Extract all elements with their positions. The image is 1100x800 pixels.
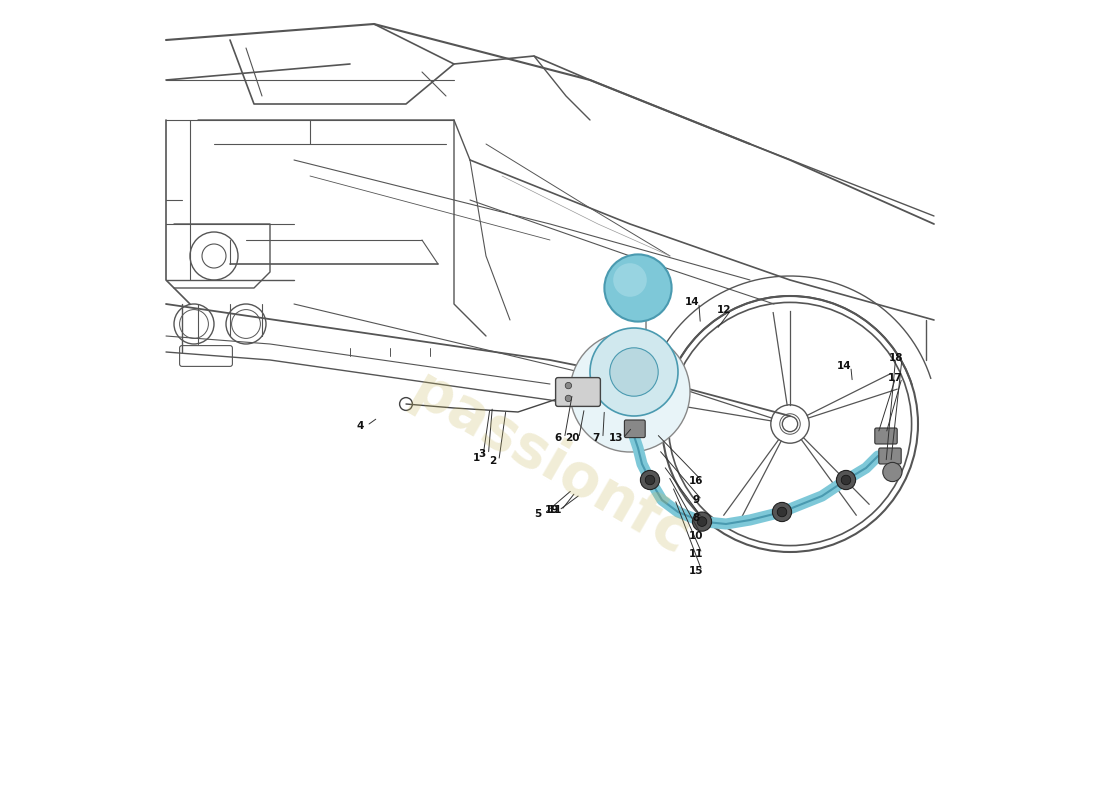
Text: 3: 3 — [478, 450, 485, 459]
Circle shape — [590, 328, 678, 416]
Text: 4: 4 — [356, 421, 364, 430]
Circle shape — [604, 254, 672, 322]
Text: 7: 7 — [593, 434, 601, 443]
Circle shape — [692, 512, 712, 531]
Circle shape — [772, 502, 792, 522]
Text: 11: 11 — [548, 506, 562, 515]
Text: 11: 11 — [689, 549, 703, 558]
Text: 14: 14 — [685, 298, 700, 307]
FancyBboxPatch shape — [879, 448, 901, 464]
Text: 2: 2 — [488, 456, 496, 466]
FancyBboxPatch shape — [625, 420, 646, 438]
Circle shape — [836, 470, 856, 490]
Text: 1: 1 — [473, 453, 480, 462]
Text: 20: 20 — [565, 434, 580, 443]
Text: 10: 10 — [689, 531, 703, 541]
Circle shape — [613, 263, 647, 297]
Text: 5: 5 — [535, 509, 541, 518]
FancyBboxPatch shape — [874, 428, 898, 444]
Circle shape — [570, 332, 690, 452]
Circle shape — [842, 475, 850, 485]
Text: 9: 9 — [692, 495, 700, 505]
Circle shape — [697, 517, 707, 526]
Text: 13: 13 — [609, 434, 624, 443]
Circle shape — [609, 348, 658, 396]
Circle shape — [640, 470, 660, 490]
Circle shape — [565, 382, 572, 389]
Circle shape — [565, 395, 572, 402]
Text: 8: 8 — [692, 513, 700, 522]
Text: 14: 14 — [837, 362, 851, 371]
Text: 19: 19 — [546, 506, 560, 515]
Circle shape — [778, 507, 786, 517]
FancyBboxPatch shape — [556, 378, 601, 406]
Circle shape — [646, 475, 654, 485]
Text: 12: 12 — [717, 306, 732, 315]
Text: passionfc: passionfc — [400, 362, 700, 566]
Text: 17: 17 — [889, 373, 903, 382]
Text: 15: 15 — [689, 566, 703, 576]
Circle shape — [883, 462, 902, 482]
Text: 18: 18 — [889, 354, 903, 363]
Text: 6: 6 — [554, 434, 562, 443]
Text: 16: 16 — [689, 476, 703, 486]
